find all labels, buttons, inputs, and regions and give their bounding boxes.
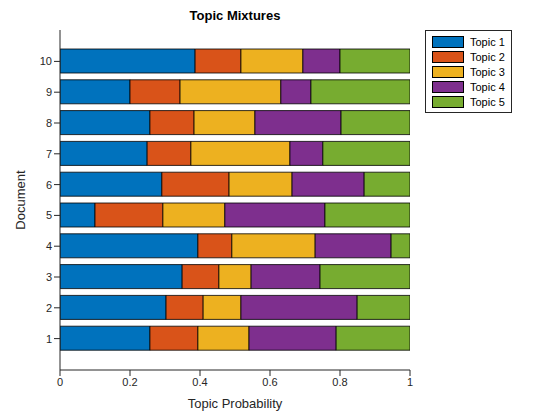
svg-text:0.8: 0.8 — [332, 376, 347, 388]
svg-text:2: 2 — [46, 302, 52, 314]
svg-text:9: 9 — [46, 86, 52, 98]
svg-text:7: 7 — [46, 148, 52, 160]
svg-text:0.4: 0.4 — [192, 376, 207, 388]
svg-text:4: 4 — [46, 240, 52, 252]
svg-text:0.6: 0.6 — [262, 376, 277, 388]
svg-text:6: 6 — [46, 179, 52, 191]
svg-text:10: 10 — [40, 55, 52, 67]
html-text:Topic 5: Topic 5 — [470, 95, 505, 108]
svg-text:5: 5 — [46, 209, 52, 221]
html-text:Topic 2: Topic 2 — [470, 50, 505, 63]
svg-text:8: 8 — [46, 117, 52, 129]
svg-text:0.2: 0.2 — [122, 376, 137, 388]
html-text:Topic 1: Topic 1 — [470, 35, 505, 48]
svg-text:1: 1 — [407, 376, 413, 388]
html-text:Topic 3: Topic 3 — [470, 65, 505, 78]
svg-text:1: 1 — [46, 333, 52, 345]
svg-text:3: 3 — [46, 271, 52, 283]
svg-text:0: 0 — [57, 376, 63, 388]
html-text:Topic 4: Topic 4 — [470, 80, 505, 93]
html-text:Topic Mixtures: Topic Mixtures — [189, 8, 281, 23]
svg-text:Document: Document — [13, 170, 28, 230]
svg-text:Topic Probability: Topic Probability — [188, 396, 283, 411]
